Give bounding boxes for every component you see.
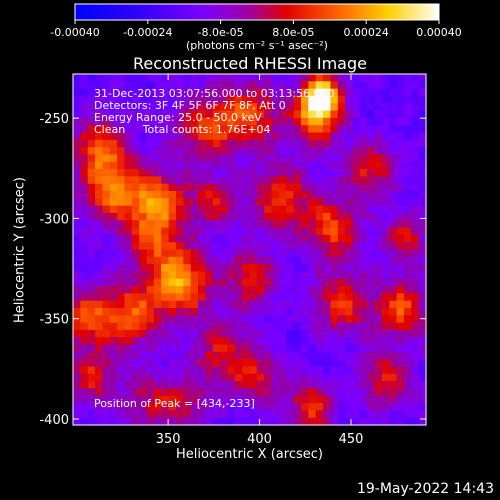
- y-axis-ticks: -250 -300 -350 -400: [39, 112, 426, 428]
- y-tick-label: -400: [39, 413, 69, 428]
- y-tick-label: -350: [39, 313, 69, 328]
- x-tick-label: 450: [339, 432, 364, 447]
- chart-title: Reconstructed RHESSI Image: [133, 54, 367, 73]
- annotation-peak-position: Position of Peak = [434,-233]: [94, 397, 255, 410]
- x-tick-label: 350: [156, 432, 181, 447]
- colorbar-tick-label: 8.0e-05: [272, 26, 314, 39]
- y-tick-label: -250: [39, 112, 69, 127]
- annotation-energy: Energy Range: 25.0 - 50.0 keV: [94, 111, 262, 124]
- colorbar-unit-label: (photons cm⁻² s⁻¹ asec⁻²): [186, 39, 328, 52]
- heatmap-image: [73, 74, 427, 426]
- x-tick-label: 400: [247, 432, 272, 447]
- colorbar-gradient: [74, 3, 440, 21]
- annotation-clean: Clean Total counts: 1.76E+04: [94, 123, 271, 136]
- colorbar-ticks: -0.00040 -0.00024 -8.0e-05 8.0e-05 0.00024 0.…: [50, 20, 462, 39]
- y-axis-label: Heliocentric Y (arcsec): [12, 177, 28, 323]
- annotation-detectors: Detectors: 3F 4F 5F 6F 7F 8F, Att 0: [94, 99, 286, 112]
- colorbar-tick-label: 0.00024: [343, 26, 389, 39]
- colorbar: -0.00040 -0.00024 -8.0e-05 8.0e-05 0.00024 0.…: [50, 3, 462, 39]
- footer-timestamp: 19-May-2022 14:43: [356, 481, 494, 497]
- x-axis-ticks: 350 400 450: [156, 74, 364, 447]
- colorbar-tick-label: -0.00040: [50, 26, 99, 39]
- x-axis-label: Heliocentric X (arcsec): [176, 447, 323, 462]
- y-tick-label: -300: [39, 212, 69, 227]
- plot-frame: [72, 73, 427, 426]
- annotation-time-range: 31-Dec-2013 03:07:56.000 to 03:13:56.000: [94, 87, 335, 100]
- colorbar-tick-label: 0.00040: [416, 26, 462, 39]
- colorbar-tick-label: -0.00024: [123, 26, 172, 39]
- colorbar-tick-label: -8.0e-05: [197, 26, 243, 39]
